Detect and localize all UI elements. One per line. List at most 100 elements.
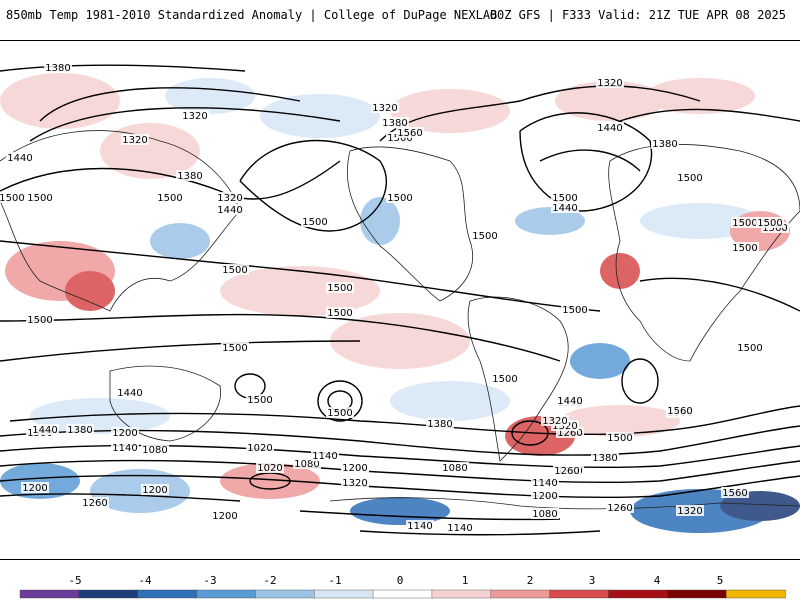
contour-label-bg [396, 127, 424, 138]
contour-label-bg [596, 122, 624, 133]
contour-label-bg [44, 62, 72, 73]
contour-label: 1560 [722, 488, 747, 499]
contour-label: 1080 [532, 509, 557, 520]
contour-label: 1500 [732, 218, 757, 229]
contour-label-bg [221, 342, 249, 353]
contour-label-bg [81, 497, 109, 508]
contour-label: 1140 [312, 451, 337, 462]
contour-label: 1320 [597, 78, 622, 89]
contour-label-bg [756, 217, 784, 228]
contour-label: 1020 [257, 463, 282, 474]
map-title: 850mb Temp 1981-2010 Standardized Anomal… [6, 8, 498, 22]
contour-label: 1500 [552, 193, 577, 204]
contour-label-bg [591, 452, 619, 463]
colorbar-ticks: -5 -4 -3 -2 -1 0 1 2 3 4 5 [68, 574, 723, 587]
map-canvas: 1380 1320 1320 1500 1440 1380 1320 1500 1440 1500… [0, 62, 800, 536]
contour-label-bg [721, 487, 749, 498]
contour-label: 1560 [397, 128, 422, 139]
contour-label-bg [731, 242, 759, 253]
contour-label-bg [531, 490, 559, 501]
contour-label-bg [211, 510, 239, 521]
contour-label-bg [531, 477, 559, 488]
contour-label-bg [26, 314, 54, 325]
contour-label-bg [221, 264, 249, 275]
colorbar-tick-label: -1 [328, 574, 341, 587]
contour-label-bg [26, 192, 54, 203]
contour-label-bg [371, 102, 399, 113]
contour-label: 1380 [592, 453, 617, 464]
contour-label: 1200 [532, 491, 557, 502]
colorbar-tick-label: 4 [654, 574, 661, 587]
contour-label: 1440 [32, 425, 57, 436]
contour-label-bg [341, 462, 369, 473]
contour-labels: 1380 1320 1320 1500 1440 1380 1320 1500 1440 1500… [0, 62, 789, 534]
colorbar-swatch [667, 589, 727, 599]
contour-label-bg [541, 415, 569, 426]
contour-label: 1440 [117, 388, 142, 399]
contour-label: 1500 [387, 193, 412, 204]
colorbar-tick-label: -5 [68, 574, 81, 587]
contour-label-bg [446, 522, 474, 533]
contour-label: 1020 [247, 443, 272, 454]
colorbar-swatch [549, 589, 610, 599]
colorbar-swatch [372, 589, 433, 599]
contour-label-bg [491, 373, 519, 384]
contour-label-bg [736, 342, 764, 353]
contour-label: 1500 [27, 193, 52, 204]
contour-label-bg [256, 462, 284, 473]
contour-label: 1140 [532, 478, 557, 489]
contour-label: 1200 [142, 485, 167, 496]
colorbar-tick-label: 1 [462, 574, 469, 587]
contour-label: 1500 [472, 231, 497, 242]
contour-label: 1500 [327, 308, 352, 319]
contour-label-bg [596, 77, 624, 88]
contour-label: 1080 [442, 463, 467, 474]
contour-label: 1380 [177, 171, 202, 182]
contour-label: 1440 [217, 205, 242, 216]
contour-label: 1260 [554, 466, 579, 477]
contour-label-bg [0, 192, 26, 203]
contour-label: 1200 [342, 463, 367, 474]
contour-label-bg [406, 520, 434, 531]
contour-label-bg [551, 202, 579, 213]
contour-label-bg [426, 418, 454, 429]
contour-label: 1500 [327, 408, 352, 419]
contour-label: 1560 [762, 223, 787, 234]
contour-label: 1320 [677, 506, 702, 517]
contour-label: 1080 [142, 445, 167, 456]
contour-label-bg [293, 458, 321, 469]
contour-label: 1500 [302, 217, 327, 228]
contour-label: 1500 [157, 193, 182, 204]
header: 850mb Temp 1981-2010 Standardized Anomal… [0, 0, 800, 34]
contour-label: 1440 [7, 153, 32, 164]
contour-label: 1320 [182, 111, 207, 122]
colorbar-tick-label: -2 [263, 574, 276, 587]
contour-label: 1380 [67, 425, 92, 436]
colorbar-tick-label: -3 [203, 574, 216, 587]
contour-label: 1320 [552, 421, 577, 432]
contour-label-bg [311, 450, 339, 461]
contour-label-bg [111, 442, 139, 453]
contour-label-bg [326, 407, 354, 418]
contour-label: 1500 [492, 374, 517, 385]
contour-label-bg [326, 282, 354, 293]
contour-label-bg [66, 424, 94, 435]
contour-label-bg [301, 216, 329, 227]
contour-label-bg [676, 505, 704, 516]
anomaly-map: 1380 1320 1320 1500 1440 1380 1320 1500 1440 1500… [0, 40, 800, 560]
contour-label: 1320 [372, 103, 397, 114]
contour-label-bg [386, 192, 414, 203]
colorbar-tick-label: 2 [527, 574, 534, 587]
contour-label: 1500 [387, 133, 412, 144]
contour-label-bg [553, 465, 581, 476]
colorbar-tick-label: 0 [397, 574, 404, 587]
contour-label: 1140 [447, 523, 472, 534]
contour-label-bg [561, 304, 589, 315]
contour-label-bg [651, 138, 679, 149]
contour-label: 1380 [382, 118, 407, 129]
contour-label: 1380 [427, 419, 452, 430]
contour-label-bg [141, 444, 169, 455]
contour-label: 1500 [0, 193, 25, 204]
colorbar-swatch [196, 589, 257, 599]
contour-label: 1320 [217, 193, 242, 204]
